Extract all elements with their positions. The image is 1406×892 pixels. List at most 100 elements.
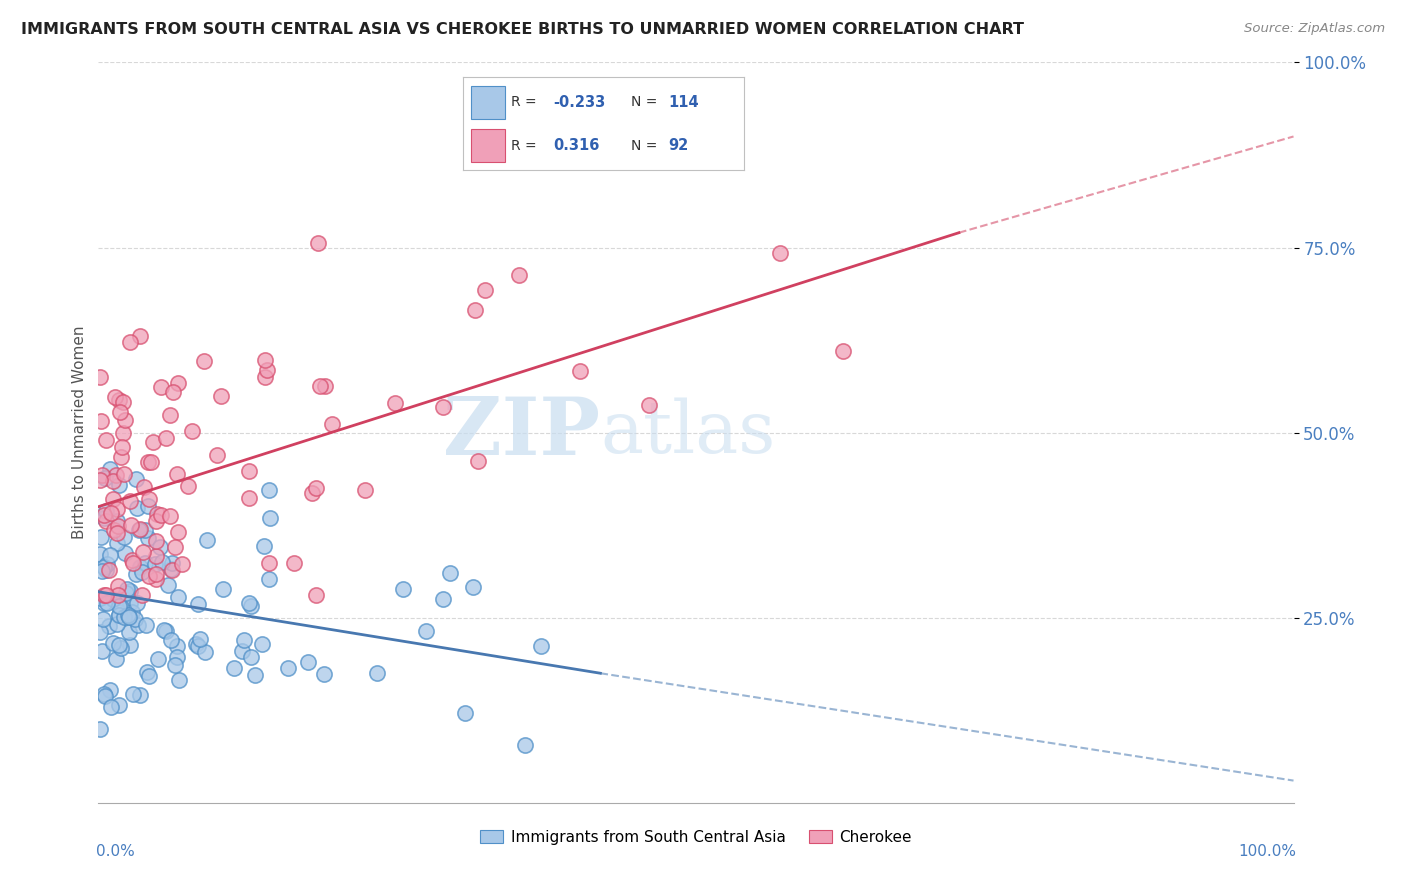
Point [159, 408, 181, 422]
Point [145, 534, 167, 549]
Point [93, 596, 115, 610]
Point [110, 640, 132, 655]
Point [108, 638, 131, 652]
Point [98, 683, 121, 698]
Point [461, 580, 484, 594]
Point [107, 607, 129, 622]
Point [166, 640, 188, 654]
Point [100, 699, 122, 714]
Point [101, 591, 124, 606]
Point [125, 567, 148, 582]
Point [467, 454, 489, 468]
Point [101, 635, 124, 649]
Point [89, 473, 111, 487]
Point [439, 566, 461, 581]
Point [104, 468, 127, 483]
Point [93, 559, 115, 574]
Point [238, 464, 260, 478]
Point [110, 600, 132, 615]
Point [90, 530, 112, 544]
Point [91, 612, 114, 626]
Point [107, 589, 129, 603]
Point [149, 379, 172, 393]
Point [118, 610, 141, 624]
Point [122, 686, 145, 700]
Point [104, 651, 127, 665]
Point [209, 389, 232, 403]
Point [163, 541, 186, 555]
Point [187, 639, 209, 653]
Point [162, 384, 184, 399]
Point [121, 553, 143, 567]
Point [125, 500, 148, 515]
Point [142, 434, 165, 449]
Point [98, 548, 121, 562]
Point [136, 531, 159, 545]
Point [118, 624, 141, 639]
Text: atlas: atlas [600, 397, 776, 468]
Point [96, 557, 118, 571]
Point [114, 586, 136, 600]
Point [120, 638, 142, 652]
Point [240, 599, 263, 614]
Point [135, 665, 157, 679]
Point [118, 334, 141, 349]
Point [354, 483, 377, 497]
Point [134, 556, 156, 570]
Point [115, 582, 138, 596]
Point [96, 596, 118, 610]
Point [110, 450, 132, 464]
Point [250, 637, 273, 651]
Point [432, 401, 454, 415]
Point [321, 417, 343, 432]
Point [120, 596, 142, 610]
Point [131, 589, 153, 603]
Point [94, 514, 117, 528]
Point [94, 589, 117, 603]
Point [128, 328, 150, 343]
Point [94, 504, 117, 518]
Point [145, 566, 167, 581]
Point [127, 595, 149, 609]
Point [93, 689, 115, 703]
Point [94, 433, 117, 447]
Point [107, 579, 129, 593]
Point [177, 479, 200, 493]
Point [127, 618, 149, 632]
Point [195, 533, 218, 547]
Point [107, 607, 129, 622]
Point [297, 655, 319, 669]
Point [167, 524, 190, 539]
Point [167, 376, 190, 390]
Point [90, 644, 112, 658]
Point [163, 658, 186, 673]
Point [105, 617, 128, 632]
Point [253, 539, 276, 553]
Point [569, 364, 592, 378]
Point [90, 414, 112, 428]
Point [157, 578, 180, 592]
Point [384, 395, 406, 409]
Point [89, 547, 111, 561]
Point [120, 584, 142, 599]
Text: Source: ZipAtlas.com: Source: ZipAtlas.com [1244, 22, 1385, 36]
Point [93, 508, 115, 522]
Point [187, 597, 209, 611]
Text: 100.0%: 100.0% [1237, 844, 1296, 858]
Point [98, 462, 121, 476]
Point [832, 343, 855, 358]
Point [135, 617, 157, 632]
Point [277, 661, 299, 675]
Point [114, 545, 136, 559]
Point [89, 624, 111, 639]
Point [508, 268, 530, 282]
Point [160, 632, 183, 647]
Point [212, 582, 235, 596]
Point [90, 468, 112, 483]
Point [146, 507, 169, 521]
Point [205, 448, 228, 462]
Point [231, 644, 253, 658]
Point [94, 562, 117, 576]
Point [89, 722, 111, 736]
Point [415, 624, 437, 639]
